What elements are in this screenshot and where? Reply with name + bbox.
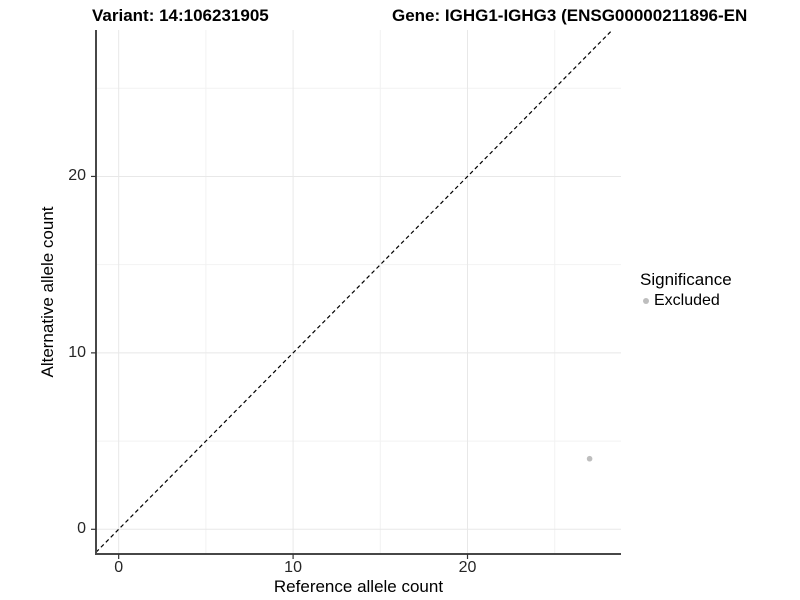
variant-title: Variant: 14:106231905 (92, 6, 269, 25)
legend-entry-excluded: Excluded (640, 291, 732, 310)
x-tick-label: 0 (114, 559, 124, 576)
y-tick-label: 0 (77, 520, 86, 538)
x-tick-label: 20 (458, 559, 477, 576)
gene-title: Gene: IGHG1-IGHG3 (ENSG00000211896-EN (392, 6, 748, 25)
x-tick-label: 10 (284, 559, 302, 576)
x-axis-label: Reference allele count (273, 577, 444, 596)
identity-line (95, 29, 613, 553)
y-tick-label: 10 (68, 343, 86, 361)
legend: Significance Excluded (640, 270, 732, 310)
data-point (586, 455, 593, 462)
excluded-point-icon (643, 297, 649, 304)
y-tick-label: 20 (68, 167, 86, 185)
legend-entry-label: Excluded (654, 292, 720, 309)
legend-title: Significance (640, 270, 732, 289)
